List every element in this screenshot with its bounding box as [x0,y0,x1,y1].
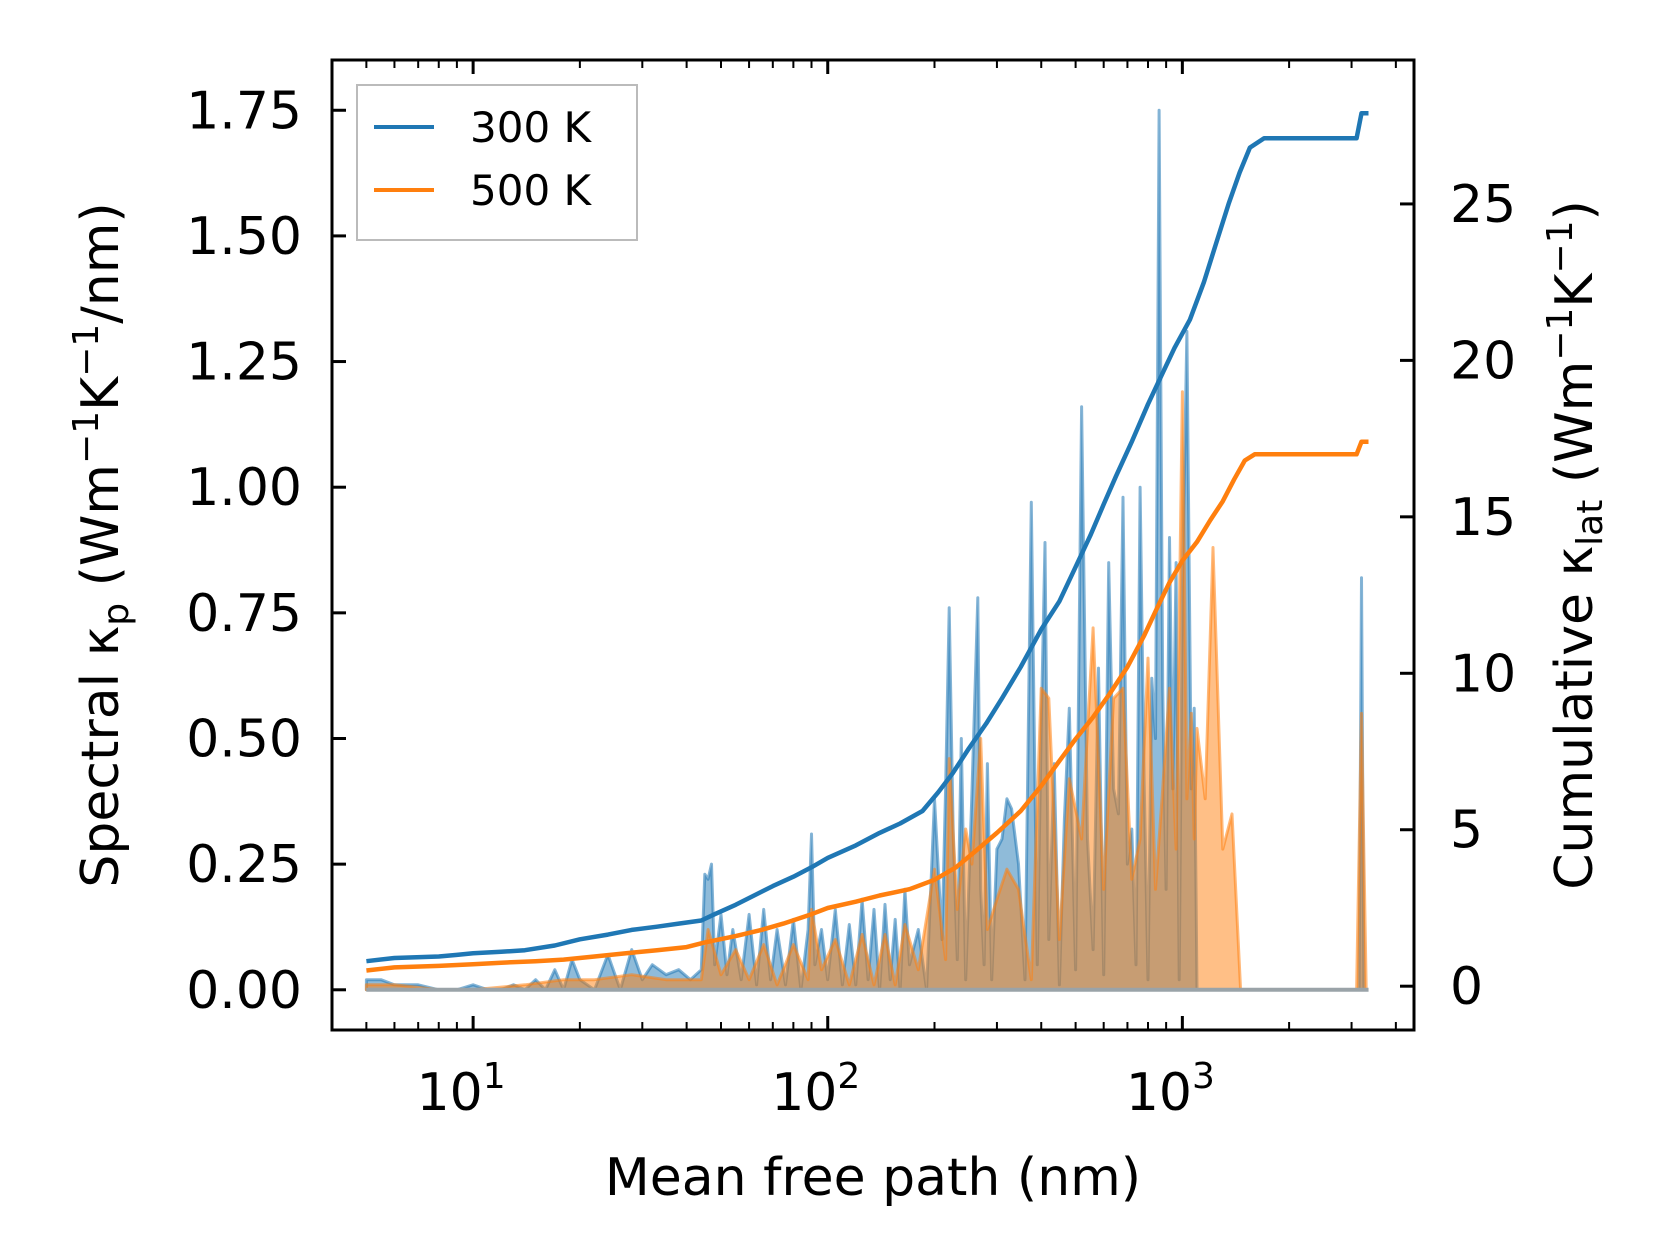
legend-box [356,84,638,241]
right-y-label-sup1: −1 [1540,308,1581,361]
tick-layer [331,60,1414,1030]
left-y-label-main: Spectral κ [71,626,131,888]
right-y-label-main: Cumulative κ [1545,546,1605,890]
right-y-label-units: (Wm [1545,361,1605,500]
right-y-label-sub: lat [1570,500,1611,546]
spectral-area-500k [364,390,1368,992]
left-y-tick-label: 0.50 [186,709,302,769]
left-y-tick-label: 1.00 [186,458,302,518]
left-y-tick-label: 1.50 [186,207,302,267]
left-y-label-k: K [71,375,131,411]
cumulative-line-300k [366,110,1369,964]
x-axis-label: Mean free path (nm) [605,1148,1141,1208]
x-tick-exponent: 2 [837,1056,860,1097]
legend-label-300k: 300 K [470,103,593,152]
left-y-tick-label: 0.00 [186,961,302,1021]
x-tick-base: 10 [1126,1063,1192,1123]
left-y-tick-label: 0.75 [186,584,302,644]
right-y-tick-label: 15 [1450,488,1516,548]
left-y-label-tail: /nm) [71,202,131,323]
tick-label-layer: 101 102 1030.000.250.500.751.001.251.501.7… [186,81,1516,1123]
left-y-tick-label: 1.75 [186,81,302,141]
right-y-tick-label: 5 [1450,801,1483,861]
plot-frame [330,58,1416,1032]
right-y-tick-label: 25 [1450,175,1516,235]
spectral-fill-layer [364,108,1369,992]
left-y-tick-label: 0.25 [186,835,302,895]
right-y-label-k: K [1545,272,1605,308]
x-tick-label: 101 [417,1056,506,1123]
left-y-tick-label: 1.25 [186,333,302,393]
left-y-label-units: (Wm [71,464,131,603]
right-y-tick-label: 20 [1450,331,1516,391]
x-tick-base: 10 [417,1063,483,1123]
right-y-tick-label: 10 [1450,644,1516,704]
left-y-axis-label: Spectral κp (Wm−1K−1/nm) [66,202,137,887]
right-y-label-tail: ) [1545,200,1605,220]
left-y-label-sup2: −1 [66,324,107,377]
right-y-label-sup2: −1 [1540,220,1581,273]
left-y-label-sub: p [96,603,137,626]
legend: 300 K 500 K [356,84,638,241]
right-y-axis-label: Cumulative κlat (Wm−1K−1) [1540,200,1611,890]
cumulative-line-layer [366,110,1369,973]
x-tick-exponent: 3 [1192,1056,1215,1097]
x-tick-exponent: 1 [483,1056,506,1097]
x-tick-base: 10 [771,1063,837,1123]
legend-label-500k: 500 K [470,166,593,215]
left-y-label-sup1: −1 [66,411,107,464]
x-tick-label: 102 [771,1056,860,1123]
right-y-tick-label: 0 [1450,957,1483,1017]
cumulative-line-500k [366,439,1369,973]
x-tick-label: 103 [1126,1056,1215,1123]
